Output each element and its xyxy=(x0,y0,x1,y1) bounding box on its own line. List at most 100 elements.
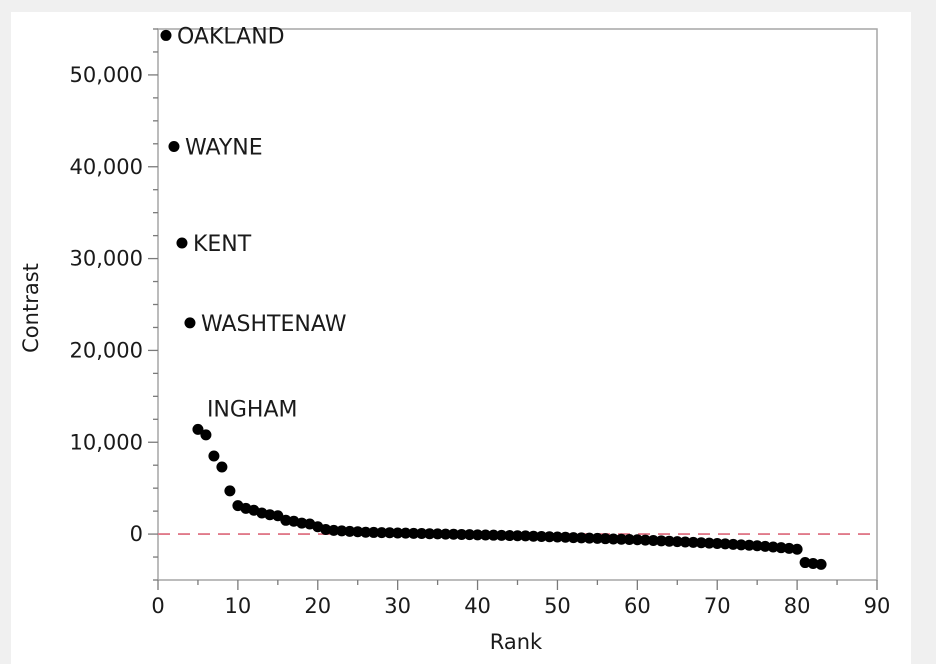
data-point xyxy=(168,141,180,153)
data-point xyxy=(647,535,659,547)
data-point xyxy=(575,532,587,544)
data-point xyxy=(352,526,364,538)
data-point xyxy=(775,542,787,554)
point-label: WAYNE xyxy=(185,136,263,161)
x-tick-label: 40 xyxy=(464,594,491,618)
x-tick-label: 10 xyxy=(225,594,252,618)
data-point xyxy=(320,523,332,535)
point-label: OAKLAND xyxy=(177,24,285,49)
y-tick-label: 10,000 xyxy=(70,430,143,454)
x-tick-label: 90 xyxy=(864,594,891,618)
data-point xyxy=(639,534,651,546)
data-point xyxy=(472,529,484,541)
data-point xyxy=(663,535,675,547)
data-point xyxy=(655,535,667,547)
y-tick-label: 20,000 xyxy=(70,338,143,362)
data-point xyxy=(767,541,779,553)
chart-panel: OAKLAND WAYNE KENT WASHTENAW INGHAM 0 10 20 30 4… xyxy=(11,12,911,664)
data-point xyxy=(687,536,699,548)
data-point xyxy=(192,423,204,435)
data-point xyxy=(360,526,372,538)
data-point xyxy=(631,534,643,546)
data-point xyxy=(368,526,380,538)
data-point xyxy=(384,527,396,539)
data-point xyxy=(695,537,707,549)
data-point xyxy=(711,537,723,549)
data-point xyxy=(807,557,819,569)
scatter-chart: OAKLAND WAYNE KENT WASHTENAW INGHAM 0 10 20 30 4… xyxy=(19,24,891,654)
x-axis-title: Rank xyxy=(490,630,543,654)
data-point xyxy=(432,528,444,540)
data-point xyxy=(424,528,436,540)
data-point xyxy=(440,528,452,540)
data-point xyxy=(759,540,771,552)
data-point xyxy=(224,485,236,497)
data-point xyxy=(176,237,188,249)
data-point xyxy=(264,509,276,521)
data-point xyxy=(599,533,611,545)
data-point xyxy=(623,534,635,546)
data-point xyxy=(216,461,228,473)
data-point xyxy=(336,525,348,537)
x-tick-label: 70 xyxy=(704,594,731,618)
data-point xyxy=(735,539,747,551)
data-point xyxy=(535,530,547,542)
data-point xyxy=(328,524,340,536)
data-point xyxy=(344,525,356,537)
data-point xyxy=(615,533,627,545)
data-point xyxy=(512,530,523,542)
data-point xyxy=(160,29,172,41)
y-tick-label: 0 xyxy=(130,522,143,546)
data-point xyxy=(184,317,196,329)
data-point xyxy=(727,538,739,550)
plot-frame xyxy=(157,28,878,581)
data-point xyxy=(815,558,827,570)
point-label: KENT xyxy=(193,232,252,257)
data-point xyxy=(272,510,284,522)
data-point xyxy=(408,527,420,539)
data-point xyxy=(392,527,404,539)
y-tick-label: 40,000 xyxy=(70,155,143,179)
data-point xyxy=(200,429,212,441)
x-tick-label: 20 xyxy=(304,594,331,618)
data-point xyxy=(376,527,388,539)
data-point xyxy=(751,540,763,552)
data-point xyxy=(607,533,619,545)
data-point xyxy=(583,532,595,544)
data-point xyxy=(448,528,460,540)
data-point xyxy=(703,537,715,549)
x-tick-label: 50 xyxy=(544,594,571,618)
data-point xyxy=(671,536,683,548)
data-point xyxy=(719,538,731,550)
data-point xyxy=(567,532,579,544)
y-tick-label: 30,000 xyxy=(70,247,143,271)
data-point xyxy=(591,532,603,544)
point-label: WASHTENAW xyxy=(201,312,347,337)
data-point xyxy=(551,531,563,543)
x-tick-label: 80 xyxy=(784,594,811,618)
data-point xyxy=(743,539,755,551)
x-tick-label: 0 xyxy=(151,594,164,618)
data-point xyxy=(488,529,500,541)
data-point xyxy=(296,517,308,529)
data-point xyxy=(456,528,468,540)
data-point xyxy=(400,527,412,539)
data-point xyxy=(527,530,539,542)
data-point xyxy=(464,529,476,541)
data-point xyxy=(208,450,220,462)
x-tick-label: 30 xyxy=(384,594,411,618)
y-tick-label: 50,000 xyxy=(70,63,143,87)
data-point xyxy=(783,542,795,554)
data-point xyxy=(559,531,571,543)
x-tick-label: 60 xyxy=(624,594,651,618)
data-point xyxy=(791,543,803,555)
point-label: INGHAM xyxy=(207,397,298,422)
data-point xyxy=(280,514,292,526)
data-point xyxy=(679,536,691,548)
data-point xyxy=(799,557,811,569)
data-point xyxy=(480,529,492,541)
data-point xyxy=(504,530,516,542)
data-point xyxy=(519,530,531,542)
data-point xyxy=(496,529,508,541)
data-point xyxy=(543,531,555,543)
